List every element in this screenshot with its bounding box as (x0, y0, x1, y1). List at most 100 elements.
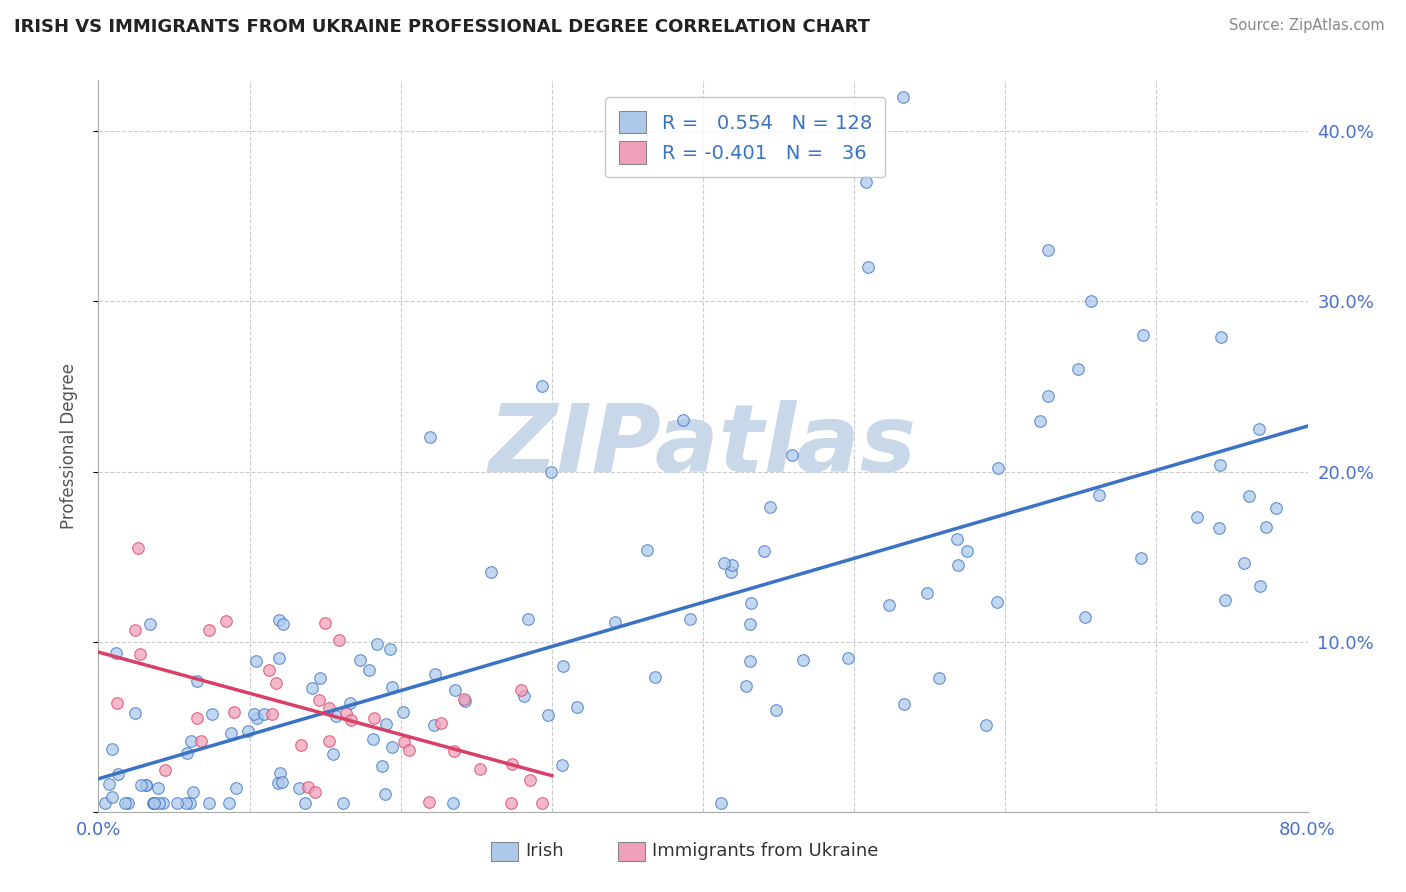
Point (603, 615, 626, 630)
Point (551, 757, 574, 772)
Point (759, 500, 782, 514)
Point (423, 667, 446, 681)
Text: Immigrants from Ukraine: Immigrants from Ukraine (652, 842, 879, 860)
Point (380, 642, 402, 657)
Point (166, 796, 188, 810)
Point (893, 697, 915, 711)
Point (218, 796, 240, 810)
Point (1080, 294, 1102, 309)
Point (510, 683, 533, 698)
Point (380, 680, 402, 694)
Point (335, 706, 357, 720)
Point (215, 614, 238, 628)
Point (339, 713, 361, 727)
Point (190, 734, 212, 748)
Point (357, 663, 380, 677)
Point (1087, 488, 1109, 502)
Point (531, 796, 554, 810)
Point (1254, 520, 1277, 534)
Point (915, 586, 938, 600)
Point (444, 683, 467, 698)
Point (453, 694, 475, 708)
Point (197, 623, 219, 637)
Point (314, 615, 336, 630)
Point (101, 742, 124, 756)
FancyBboxPatch shape (619, 842, 645, 861)
Point (246, 711, 269, 725)
Point (1247, 422, 1270, 436)
Point (139, 617, 162, 632)
Point (679, 612, 702, 626)
Point (271, 775, 294, 789)
Point (124, 623, 146, 637)
Point (253, 707, 276, 722)
Point (290, 738, 312, 752)
Point (155, 763, 177, 777)
Point (740, 596, 762, 610)
Point (105, 696, 128, 710)
Point (152, 796, 174, 810)
Point (332, 796, 354, 810)
Point (269, 613, 291, 627)
Point (146, 780, 169, 795)
Point (117, 796, 139, 810)
Point (245, 654, 267, 668)
Point (740, 654, 762, 668)
Point (501, 796, 523, 810)
Point (530, 379, 553, 393)
Point (1130, 550, 1153, 565)
Text: Source: ZipAtlas.com: Source: ZipAtlas.com (1229, 18, 1385, 33)
Point (429, 715, 451, 730)
Point (318, 700, 340, 714)
Point (143, 796, 166, 810)
Point (946, 558, 969, 572)
Point (224, 705, 246, 719)
Point (318, 734, 340, 748)
Y-axis label: Professional Degree: Professional Degree (59, 363, 77, 529)
Point (501, 757, 523, 772)
Legend: R =   0.554   N = 128, R = -0.401   N =   36: R = 0.554 N = 128, R = -0.401 N = 36 (605, 97, 886, 178)
Point (1036, 389, 1059, 403)
Point (269, 651, 291, 665)
Point (956, 544, 979, 558)
Point (1132, 328, 1154, 343)
Point (181, 785, 204, 799)
Point (1209, 329, 1232, 343)
Point (565, 699, 588, 714)
Point (710, 796, 733, 810)
Point (308, 671, 330, 685)
Point (1264, 501, 1286, 516)
Point (1249, 579, 1271, 593)
Point (1036, 244, 1059, 258)
Point (1233, 556, 1256, 570)
Point (443, 744, 465, 758)
Point (287, 780, 309, 795)
Point (225, 781, 247, 796)
Point (877, 599, 900, 613)
Point (720, 558, 742, 573)
Point (553, 659, 575, 673)
Point (176, 746, 198, 760)
Point (974, 718, 997, 732)
Point (129, 647, 152, 661)
Point (418, 796, 440, 810)
Point (513, 689, 536, 703)
Point (519, 773, 541, 788)
Text: ZIPatlas: ZIPatlas (489, 400, 917, 492)
Point (101, 789, 124, 804)
Point (325, 708, 347, 723)
Point (186, 710, 208, 724)
Point (269, 765, 291, 780)
Point (418, 430, 440, 444)
Point (734, 679, 756, 693)
Point (266, 776, 288, 790)
FancyBboxPatch shape (492, 842, 517, 861)
Point (124, 706, 146, 720)
Point (371, 758, 394, 772)
Point (328, 633, 350, 648)
Point (837, 651, 859, 665)
Point (374, 787, 396, 801)
Point (366, 637, 388, 651)
Point (792, 653, 814, 667)
Point (221, 725, 243, 739)
